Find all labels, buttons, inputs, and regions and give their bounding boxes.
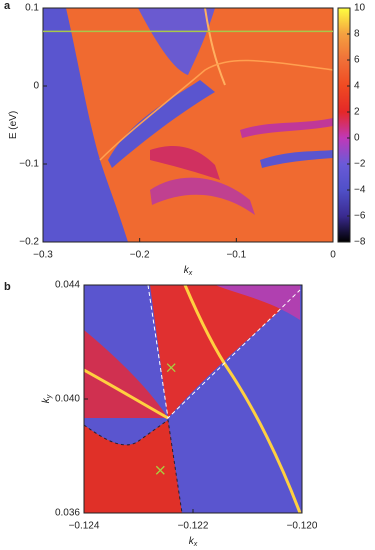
colorbar — [337, 7, 351, 243]
y-tick-label: −0.2 — [19, 237, 39, 248]
y-tick-label: 0 — [33, 81, 39, 92]
axis-label-sub: x — [188, 270, 193, 277]
axis-label-base: k — [41, 397, 52, 403]
marker — [166, 363, 176, 373]
y-tick-label: 0.1 — [25, 3, 39, 14]
x-tick-label: −0.120 — [287, 521, 318, 532]
colorbar-tick-label: −4 — [354, 185, 366, 196]
axis-label: ky — [41, 394, 53, 403]
heatmap-b — [84, 285, 302, 513]
axis-label: kx — [189, 536, 198, 548]
colorbar-tick-label: −2 — [354, 159, 366, 170]
panel-label: b — [4, 281, 11, 293]
x-tick-label: −0.124 — [69, 521, 100, 532]
x-tick-label: −0.1 — [226, 250, 246, 261]
x-tick-label: −0.3 — [33, 250, 53, 261]
plot-frame — [42, 7, 334, 243]
axis-label: kx — [184, 265, 193, 277]
heatmap-a — [43, 8, 333, 242]
panel-label: a — [4, 0, 11, 12]
colorbar-tick-label: −6 — [354, 211, 366, 222]
colorbar-tick-label: 6 — [354, 55, 360, 66]
axis-label-base: k — [184, 265, 190, 276]
colorbar-tick-label: 8 — [354, 29, 360, 40]
colorbar-tick-label: −8 — [354, 237, 366, 248]
colorbar-tick-label: 4 — [354, 81, 360, 92]
marker — [155, 465, 165, 475]
axis-label-sub: x — [193, 541, 198, 548]
axis-label: E (eV) — [8, 111, 19, 139]
axis-label-base: k — [189, 536, 195, 547]
y-tick-label: 0.036 — [55, 508, 80, 519]
y-tick-label: 0.040 — [55, 394, 80, 405]
y-tick-label: 0.044 — [55, 280, 80, 291]
x-tick-label: −0.2 — [130, 250, 150, 261]
axis-label-text: E (eV) — [8, 111, 19, 139]
x-tick-label: −0.122 — [178, 521, 209, 532]
x-tick-label: 0 — [330, 250, 336, 261]
axis-label-sub: y — [46, 394, 53, 399]
colorbar-tick-label: 2 — [354, 107, 360, 118]
colorbar-tick-label: 0 — [354, 133, 360, 144]
y-tick-label: −0.1 — [19, 159, 39, 170]
colorbar-tick-label: 10 — [354, 3, 366, 14]
